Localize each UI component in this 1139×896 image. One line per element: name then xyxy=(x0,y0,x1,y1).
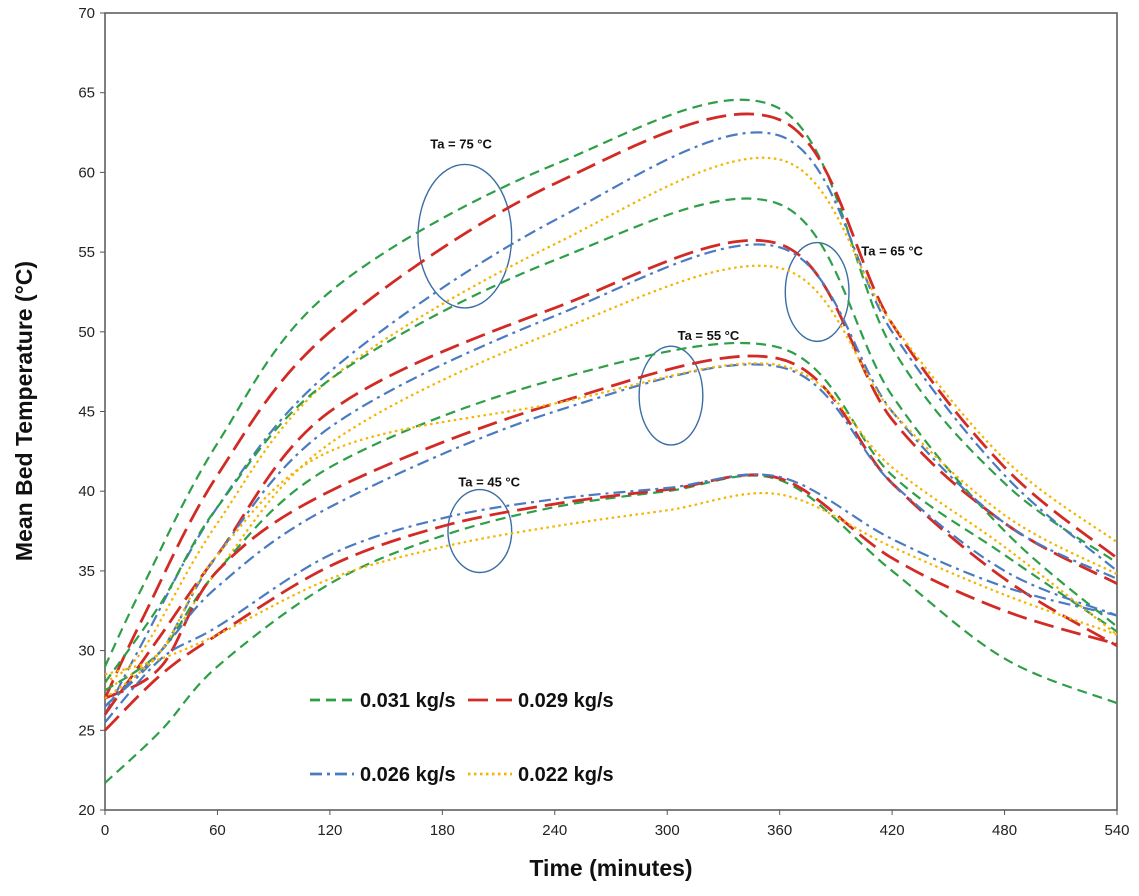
series-line-45c-0031 xyxy=(104,474,1118,784)
legend-label: 0.029 kg/s xyxy=(518,690,614,712)
legend-label: 0.022 kg/s xyxy=(518,764,614,786)
y-tick-label: 45 xyxy=(78,404,95,421)
legend-label: 0.031 kg/s xyxy=(360,690,456,712)
x-axis-title: Time (minutes) xyxy=(529,855,692,881)
temperature-annotation: Ta = 55 °C xyxy=(678,328,740,343)
temperature-annotation: Ta = 65 °C xyxy=(861,243,923,258)
series-line-65c-0022 xyxy=(104,264,1118,692)
axis-ticks: 0 60 120 180 240 300 360 420 480 540 20 25 30 35 40 45 5… xyxy=(78,5,1129,839)
y-tick-label: 70 xyxy=(78,5,95,22)
series-lines xyxy=(103,98,1118,784)
legend-label: 0.026 kg/s xyxy=(360,764,456,786)
y-tick-label: 20 xyxy=(78,802,95,819)
x-tick-label: 300 xyxy=(655,822,680,839)
annotations: Ta = 75 °C Ta = 65 °C Ta = 55 °C Ta = 45 °C xyxy=(417,136,924,574)
highlight-circle xyxy=(417,163,513,309)
y-tick-label: 25 xyxy=(78,722,95,739)
y-tick-label: 60 xyxy=(78,164,95,181)
y-tick-label: 40 xyxy=(78,483,95,500)
x-tick-label: 360 xyxy=(767,822,792,839)
highlight-circle xyxy=(784,241,850,343)
series-line-65c-0029 xyxy=(103,238,1118,716)
y-axis-title: Mean Bed Temperature (°C) xyxy=(11,261,37,561)
highlight-circle xyxy=(447,488,513,574)
legend: 0.031 kg/s 0.029 kg/s 0.026 kg/s 0.022 kg/s xyxy=(310,690,614,786)
x-tick-label: 240 xyxy=(542,822,567,839)
y-tick-label: 65 xyxy=(78,85,95,102)
y-tick-label: 55 xyxy=(78,244,95,261)
series-line-65c-0031 xyxy=(104,197,1118,684)
x-tick-label: 120 xyxy=(317,822,342,839)
series-line-45c-0022 xyxy=(104,492,1118,676)
series-line-75c-0031 xyxy=(104,98,1118,667)
x-tick-label: 0 xyxy=(101,822,109,839)
temperature-annotation: Ta = 45 °C xyxy=(458,474,520,489)
temperature-annotation: Ta = 75 °C xyxy=(430,136,492,151)
series-line-55c-0026 xyxy=(104,363,1118,708)
x-tick-label: 480 xyxy=(992,822,1017,839)
y-tick-label: 50 xyxy=(78,324,95,341)
series-line-45c-0029 xyxy=(104,473,1118,732)
x-tick-label: 420 xyxy=(880,822,905,839)
series-line-45c-0026 xyxy=(104,473,1118,724)
highlight-circle xyxy=(638,345,704,446)
y-tick-label: 35 xyxy=(78,563,95,580)
x-tick-label: 180 xyxy=(430,822,455,839)
series-line-55c-0029 xyxy=(104,354,1118,700)
series-line-65c-0026 xyxy=(104,243,1118,708)
series-line-75c-0022 xyxy=(104,156,1118,684)
x-tick-label: 540 xyxy=(1104,822,1129,839)
series-line-75c-0029 xyxy=(103,112,1118,699)
y-tick-label: 30 xyxy=(78,643,95,660)
series-line-55c-0031 xyxy=(104,341,1118,692)
x-tick-label: 60 xyxy=(209,822,226,839)
